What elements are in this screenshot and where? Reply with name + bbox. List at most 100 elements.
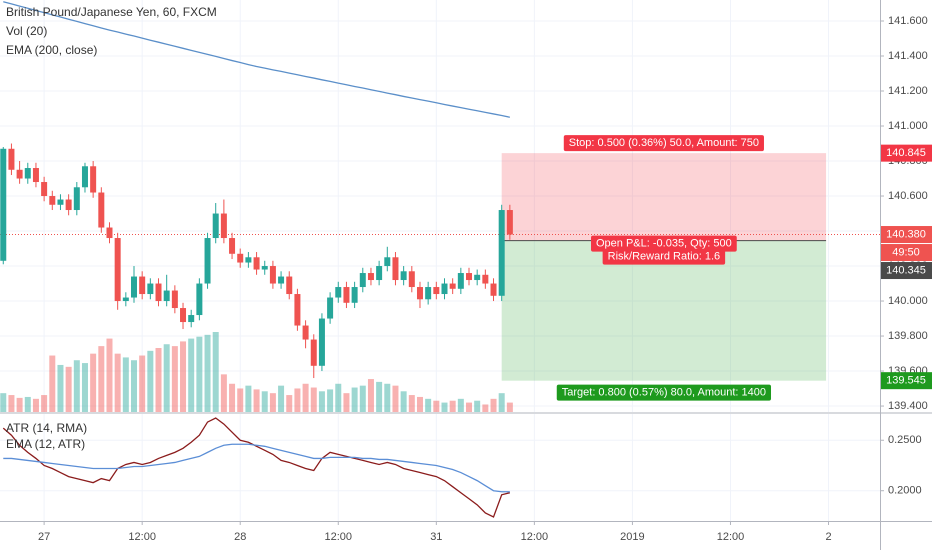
candle-body bbox=[466, 273, 473, 281]
legend-entry: ATR (14, RMA) bbox=[6, 421, 87, 435]
labels-layer: British Pound/Japanese Yen, 60, FXCM Vol … bbox=[6, 5, 772, 451]
candle-body bbox=[229, 238, 236, 254]
x-tick-label: 31 bbox=[430, 531, 442, 543]
legend-entry: Vol (20) bbox=[6, 24, 47, 38]
x-tick-label: 12:00 bbox=[717, 531, 745, 543]
volume-bar bbox=[98, 346, 105, 412]
volume-bar bbox=[0, 393, 7, 412]
volume-bar bbox=[376, 381, 383, 412]
volume-bar bbox=[220, 374, 227, 412]
candle-body bbox=[65, 199, 72, 211]
candle-body bbox=[425, 287, 432, 300]
volume-bar bbox=[245, 385, 252, 412]
volume-bar bbox=[81, 363, 88, 412]
y-tick-label: 141.400 bbox=[888, 50, 928, 62]
candle-body bbox=[81, 166, 88, 188]
volume-bar bbox=[351, 387, 358, 412]
volume-bar bbox=[49, 355, 56, 412]
candle-body bbox=[498, 210, 505, 296]
x-tick-label: 27 bbox=[38, 531, 50, 543]
candle-body bbox=[220, 213, 227, 239]
candle-body bbox=[367, 273, 374, 281]
volume-bar bbox=[482, 404, 489, 412]
candle-body bbox=[139, 276, 146, 295]
candle-body bbox=[0, 148, 7, 261]
candle-body bbox=[278, 276, 285, 284]
y-tick-label: 0.2000 bbox=[888, 485, 922, 497]
last-price-label: 140.380 bbox=[886, 228, 926, 240]
candle-body bbox=[212, 213, 219, 239]
candle-body bbox=[8, 148, 15, 170]
candle-body bbox=[474, 274, 481, 281]
pnl-text: Open P&L: -0.035, Qty: 500 bbox=[596, 238, 732, 250]
countdown-label-bg bbox=[881, 244, 932, 262]
volume-bar bbox=[416, 396, 423, 412]
candle-body bbox=[237, 253, 244, 263]
y-tick-label: 141.600 bbox=[888, 15, 928, 27]
marks-layer bbox=[0, 1, 513, 518]
candle-body bbox=[73, 187, 80, 211]
candle-body bbox=[433, 287, 440, 295]
indicator-line bbox=[3, 443, 510, 493]
candle-body bbox=[122, 297, 129, 302]
candle-body bbox=[196, 283, 203, 316]
candle-body bbox=[204, 238, 211, 284]
volume-bar bbox=[359, 385, 366, 412]
volume-bar bbox=[449, 400, 456, 412]
volume-bar bbox=[384, 383, 391, 412]
candle-body bbox=[400, 271, 407, 281]
volume-bar bbox=[310, 387, 317, 412]
volume-bar bbox=[237, 388, 244, 412]
candle-body bbox=[253, 257, 260, 270]
candle-body bbox=[310, 339, 317, 366]
candle-body bbox=[147, 283, 154, 295]
candle-body bbox=[343, 287, 350, 303]
volume-bar bbox=[155, 348, 162, 412]
candle-body bbox=[351, 287, 358, 303]
candle-body bbox=[98, 192, 105, 228]
y-tick-label: 139.800 bbox=[888, 330, 928, 342]
x-tick-label: 2019 bbox=[620, 531, 644, 543]
volume-bar bbox=[466, 402, 473, 412]
countdown-label: 49:50 bbox=[892, 246, 920, 258]
target-text: Target: 0.800 (0.57%) 80.0, Amount: 1400 bbox=[562, 387, 766, 399]
stop-text-group: Stop: 0.500 (0.36%) 50.0, Amount: 750 bbox=[563, 135, 764, 152]
stop-text-bg bbox=[563, 135, 764, 152]
volume-bar bbox=[171, 346, 178, 412]
volume-bar bbox=[114, 353, 121, 412]
x-tick-label: 2 bbox=[825, 531, 831, 543]
y-tick-label: 140.000 bbox=[888, 295, 928, 307]
x-tick-label: 12:00 bbox=[521, 531, 549, 543]
stop-text: Stop: 0.500 (0.36%) 50.0, Amount: 750 bbox=[569, 137, 759, 149]
volume-bar bbox=[229, 383, 236, 412]
volume-bar bbox=[32, 398, 39, 412]
candle-body bbox=[457, 273, 464, 289]
candle-body bbox=[32, 168, 39, 183]
pnl-text-group: Open P&L: -0.035, Qty: 500 bbox=[591, 235, 737, 252]
volume-bar bbox=[474, 400, 481, 412]
volume-bar bbox=[457, 398, 464, 412]
last-price-label-bg bbox=[881, 226, 932, 244]
grid-layer bbox=[0, 0, 880, 521]
x-tick-label: 28 bbox=[234, 531, 246, 543]
candle-body bbox=[106, 227, 113, 239]
indicator-line bbox=[3, 1, 510, 118]
volume-bar bbox=[73, 360, 80, 412]
candle-body bbox=[269, 266, 276, 284]
candle-body bbox=[376, 266, 383, 281]
candle-body bbox=[155, 283, 162, 302]
candle-body bbox=[384, 257, 391, 267]
volume-bar bbox=[302, 383, 309, 412]
volume-bar bbox=[24, 396, 31, 412]
volume-bar bbox=[65, 366, 72, 412]
volume-bar bbox=[433, 400, 440, 412]
volume-bar bbox=[490, 398, 497, 412]
target-text-bg bbox=[556, 384, 772, 401]
volume-bar bbox=[57, 364, 64, 412]
volume-bar bbox=[335, 383, 342, 412]
volume-bar bbox=[286, 395, 293, 412]
candle-body bbox=[294, 294, 301, 326]
indicator-line bbox=[2, 417, 511, 518]
rr-text-bg bbox=[602, 248, 726, 265]
